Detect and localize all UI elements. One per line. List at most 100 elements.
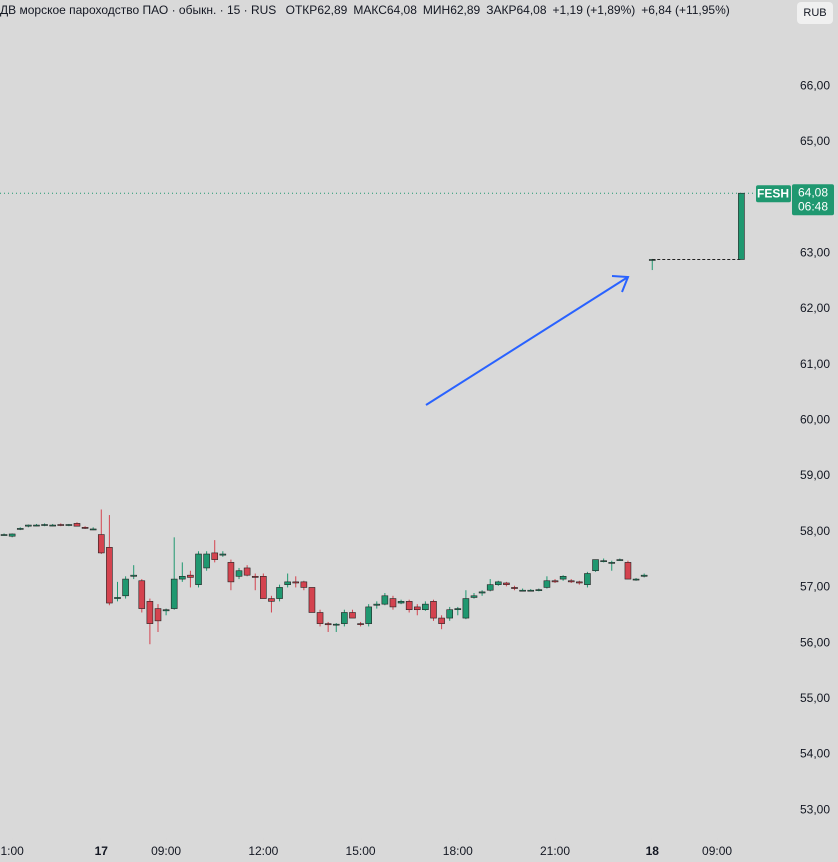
candle-body [405,601,413,611]
y-tick-label: 60,00 [800,413,830,427]
candle-body [413,606,421,611]
stat-value: 62,89 [450,3,481,17]
candle-body [365,606,372,624]
stat-label: МАКС [353,3,387,17]
arrow-annotation [425,276,629,406]
stat-value: 62,89 [317,3,348,17]
candle-body [632,578,640,581]
candle-body [138,580,146,609]
candle-body [97,534,105,554]
arrow-head [611,275,630,293]
candle-body [122,578,129,597]
candle-body [478,591,486,594]
y-tick-label: 58,00 [800,524,830,538]
candle-body [8,533,16,537]
currency-button[interactable]: RUB [797,2,833,24]
candle-body [235,570,243,577]
y-tick-label: 66,00 [800,78,830,92]
candle-body [211,552,219,560]
candle-body [527,589,535,592]
candle-body [203,553,210,569]
candle-body [543,580,551,588]
candle-body [511,587,518,589]
candle-body [25,524,32,527]
candle-body [130,574,137,577]
y-tick-label: 65,00 [800,134,830,148]
x-tick-label: 15:00 [346,844,376,858]
candle-body [738,192,745,260]
candle-body [608,562,616,564]
y-tick-label: 59,00 [800,468,830,482]
x-tick-label: 17 [95,844,109,858]
candle-body [162,609,170,612]
candle-body [146,601,154,624]
candle-body [519,589,526,592]
candle-body [462,598,470,619]
candle-body [381,595,389,605]
candle-body [486,584,494,591]
symbol-title: ДВ морское пароходство ПАО · обыкн. · 15… [0,3,277,17]
candle-body [357,623,364,625]
candle-body [503,582,510,585]
candle-body [389,598,397,608]
price-tag: 64,08 [798,185,828,199]
candle-body [576,581,583,584]
symbol-tag-bg [756,185,791,203]
y-tick-label: 57,00 [800,580,830,594]
candle-body [559,575,567,580]
y-tick-label: 56,00 [800,635,830,649]
candle-body [41,524,48,526]
candle-body [49,524,56,527]
candle-body [65,524,73,526]
candle-body [179,575,186,580]
candle-body [616,559,624,561]
candle-body [219,553,227,556]
candle-body [57,524,65,526]
change: +1,19 (+1,89%) [552,3,636,17]
stat-value: 64,08 [516,3,547,17]
candle-body [470,595,478,598]
x-tick-label: 12:00 [248,844,278,858]
candle-body [243,567,251,576]
candle-body [567,580,575,583]
candle-body [454,608,462,611]
candle-body [316,612,324,624]
header: ДВ морское пароходство ПАО · обыкн. · 15… [0,3,736,17]
candle-body [373,603,381,606]
x-tick-label: 1:00 [0,844,24,858]
candle-body [16,528,24,530]
stat-label: ОТКР [285,3,318,17]
candle-body [308,587,316,613]
candle-body [535,589,543,591]
candle-body [81,526,89,529]
candle-body [154,608,162,622]
y-tick-label: 63,00 [800,246,830,260]
candle-body [114,597,121,599]
symbol-tag: FESH [757,186,789,200]
candle-body [106,547,113,604]
candle-body [73,523,81,527]
candle-body [195,553,202,585]
candle-body [640,574,648,577]
stat-value: 64,08 [386,3,417,17]
x-tick-label: 21:00 [540,844,570,858]
stat-label: МИН [422,3,451,17]
candle-body [0,534,8,536]
candle-body [268,598,275,602]
candle-body [187,574,194,578]
y-tick-label: 54,00 [800,747,830,761]
candle-body [592,559,599,572]
candle-body [332,623,340,626]
candle-body [349,612,356,619]
y-tick-label: 62,00 [800,301,830,315]
y-tick-label: 53,00 [800,802,830,816]
price-tag-bg [792,184,834,216]
candle-body [422,603,429,611]
candle-body [495,581,502,585]
y-tick-label: 61,00 [800,357,830,371]
candle-body [300,581,308,588]
candle-body [292,581,300,584]
candle-body [227,562,235,583]
candle-body [341,612,348,624]
x-tick-label: 18:00 [443,844,473,858]
